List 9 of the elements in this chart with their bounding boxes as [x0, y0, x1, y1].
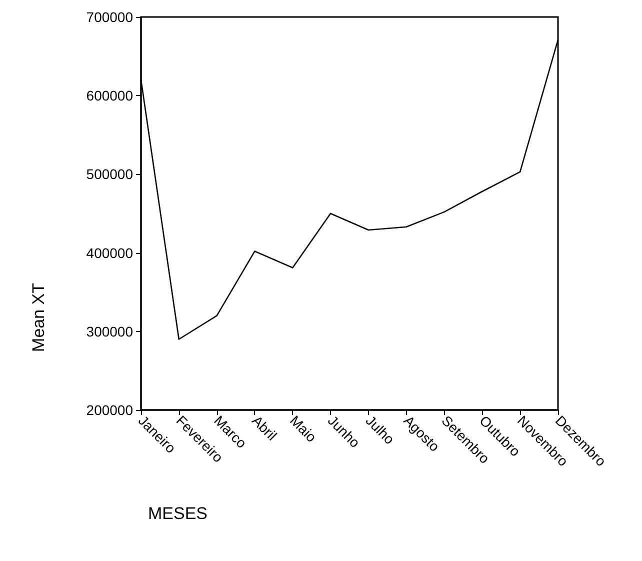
y-tick-label: 600000	[86, 88, 134, 104]
x-axis-title: MESES	[148, 504, 208, 523]
y-tick-label: 300000	[86, 323, 134, 340]
y-tick-label: 400000	[86, 244, 134, 261]
x-tick-label: Abril	[249, 412, 280, 444]
y-axis-title: Mean XT	[29, 282, 48, 352]
y-tick-label: 200000	[86, 402, 134, 418]
y-tick-label: 700000	[86, 9, 134, 25]
y-tick-label: 500000	[86, 166, 134, 182]
